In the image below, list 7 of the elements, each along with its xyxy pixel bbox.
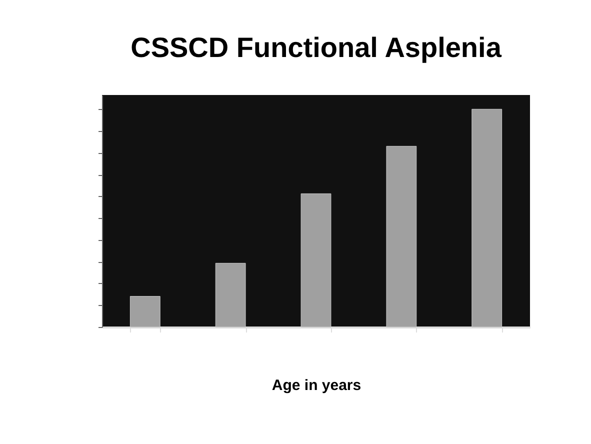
x-axis-title: Age in years bbox=[272, 377, 362, 394]
chart-title: CSSCD Functional Asplenia bbox=[130, 32, 502, 63]
bar bbox=[300, 193, 332, 328]
bar bbox=[386, 146, 417, 328]
bar bbox=[215, 262, 246, 328]
bar bbox=[130, 296, 160, 328]
bar bbox=[472, 108, 502, 328]
